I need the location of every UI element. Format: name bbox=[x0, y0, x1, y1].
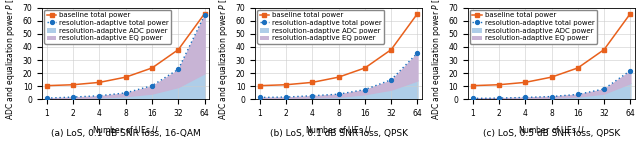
resolution-adaptive total power bbox=[548, 96, 556, 97]
resolution-adaptive total power bbox=[148, 85, 156, 87]
resolution-adaptive total power bbox=[335, 93, 342, 95]
resolution-adaptive total power bbox=[495, 97, 503, 99]
Title: (c) LoS, 0.5 dB SNR loss, QPSK: (c) LoS, 0.5 dB SNR loss, QPSK bbox=[483, 129, 620, 138]
baseline total power bbox=[256, 85, 264, 87]
Line: resolution-adaptive total power: resolution-adaptive total power bbox=[258, 51, 419, 99]
resolution-adaptive total power bbox=[69, 96, 77, 98]
baseline total power bbox=[522, 81, 529, 83]
baseline total power bbox=[308, 81, 316, 83]
Line: baseline total power: baseline total power bbox=[45, 11, 207, 88]
resolution-adaptive total power bbox=[574, 93, 582, 95]
resolution-adaptive total power bbox=[308, 95, 316, 97]
Legend: baseline total power, resolution-adaptive total power, resolution-adaptive ADC p: baseline total power, resolution-adaptiv… bbox=[44, 10, 172, 44]
resolution-adaptive total power bbox=[201, 14, 209, 16]
resolution-adaptive total power bbox=[600, 88, 608, 90]
Title: (a) LoS, 0.1 dB SNR loss, 16-QAM: (a) LoS, 0.1 dB SNR loss, 16-QAM bbox=[51, 129, 201, 138]
resolution-adaptive total power bbox=[43, 97, 51, 99]
resolution-adaptive total power bbox=[413, 52, 421, 54]
baseline total power bbox=[335, 76, 342, 78]
baseline total power bbox=[361, 67, 369, 69]
X-axis label: Number of UEs $U$: Number of UEs $U$ bbox=[305, 124, 372, 135]
baseline total power bbox=[175, 49, 182, 51]
X-axis label: Number of UEs $U$: Number of UEs $U$ bbox=[518, 124, 585, 135]
baseline total power bbox=[148, 67, 156, 69]
baseline total power bbox=[122, 76, 130, 78]
baseline total power bbox=[43, 85, 51, 87]
baseline total power bbox=[548, 76, 556, 78]
baseline total power bbox=[574, 67, 582, 69]
resolution-adaptive total power bbox=[469, 97, 477, 99]
resolution-adaptive total power bbox=[627, 70, 634, 72]
baseline total power bbox=[495, 84, 503, 86]
baseline total power bbox=[95, 81, 103, 83]
resolution-adaptive total power bbox=[387, 79, 395, 81]
Y-axis label: ADC and equalization power $P$ [W]: ADC and equalization power $P$ [W] bbox=[4, 0, 17, 120]
baseline total power bbox=[69, 84, 77, 86]
Y-axis label: ADC and equalization power $P$ [W]: ADC and equalization power $P$ [W] bbox=[430, 0, 443, 120]
baseline total power bbox=[201, 13, 209, 15]
baseline total power bbox=[413, 13, 421, 15]
baseline total power bbox=[282, 84, 290, 86]
Line: resolution-adaptive total power: resolution-adaptive total power bbox=[45, 13, 207, 100]
Legend: baseline total power, resolution-adaptive total power, resolution-adaptive ADC p: baseline total power, resolution-adaptiv… bbox=[470, 10, 597, 44]
resolution-adaptive total power bbox=[522, 96, 529, 98]
baseline total power bbox=[600, 49, 608, 51]
resolution-adaptive total power bbox=[282, 96, 290, 98]
Legend: baseline total power, resolution-adaptive total power, resolution-adaptive ADC p: baseline total power, resolution-adaptiv… bbox=[257, 10, 384, 44]
Line: resolution-adaptive total power: resolution-adaptive total power bbox=[471, 69, 632, 100]
resolution-adaptive total power bbox=[122, 92, 130, 94]
Line: baseline total power: baseline total power bbox=[257, 11, 420, 88]
resolution-adaptive total power bbox=[256, 96, 264, 98]
baseline total power bbox=[387, 49, 395, 51]
resolution-adaptive total power bbox=[95, 95, 103, 97]
baseline total power bbox=[627, 13, 634, 15]
resolution-adaptive total power bbox=[175, 68, 182, 70]
X-axis label: Number of UEs $U$: Number of UEs $U$ bbox=[92, 124, 159, 135]
Title: (b) LoS, 0.1 dB SNR loss, QPSK: (b) LoS, 0.1 dB SNR loss, QPSK bbox=[269, 129, 408, 138]
resolution-adaptive total power bbox=[361, 89, 369, 91]
Y-axis label: ADC and equalization power $P$ [W]: ADC and equalization power $P$ [W] bbox=[217, 0, 230, 120]
Line: baseline total power: baseline total power bbox=[470, 11, 632, 88]
baseline total power bbox=[469, 85, 477, 87]
